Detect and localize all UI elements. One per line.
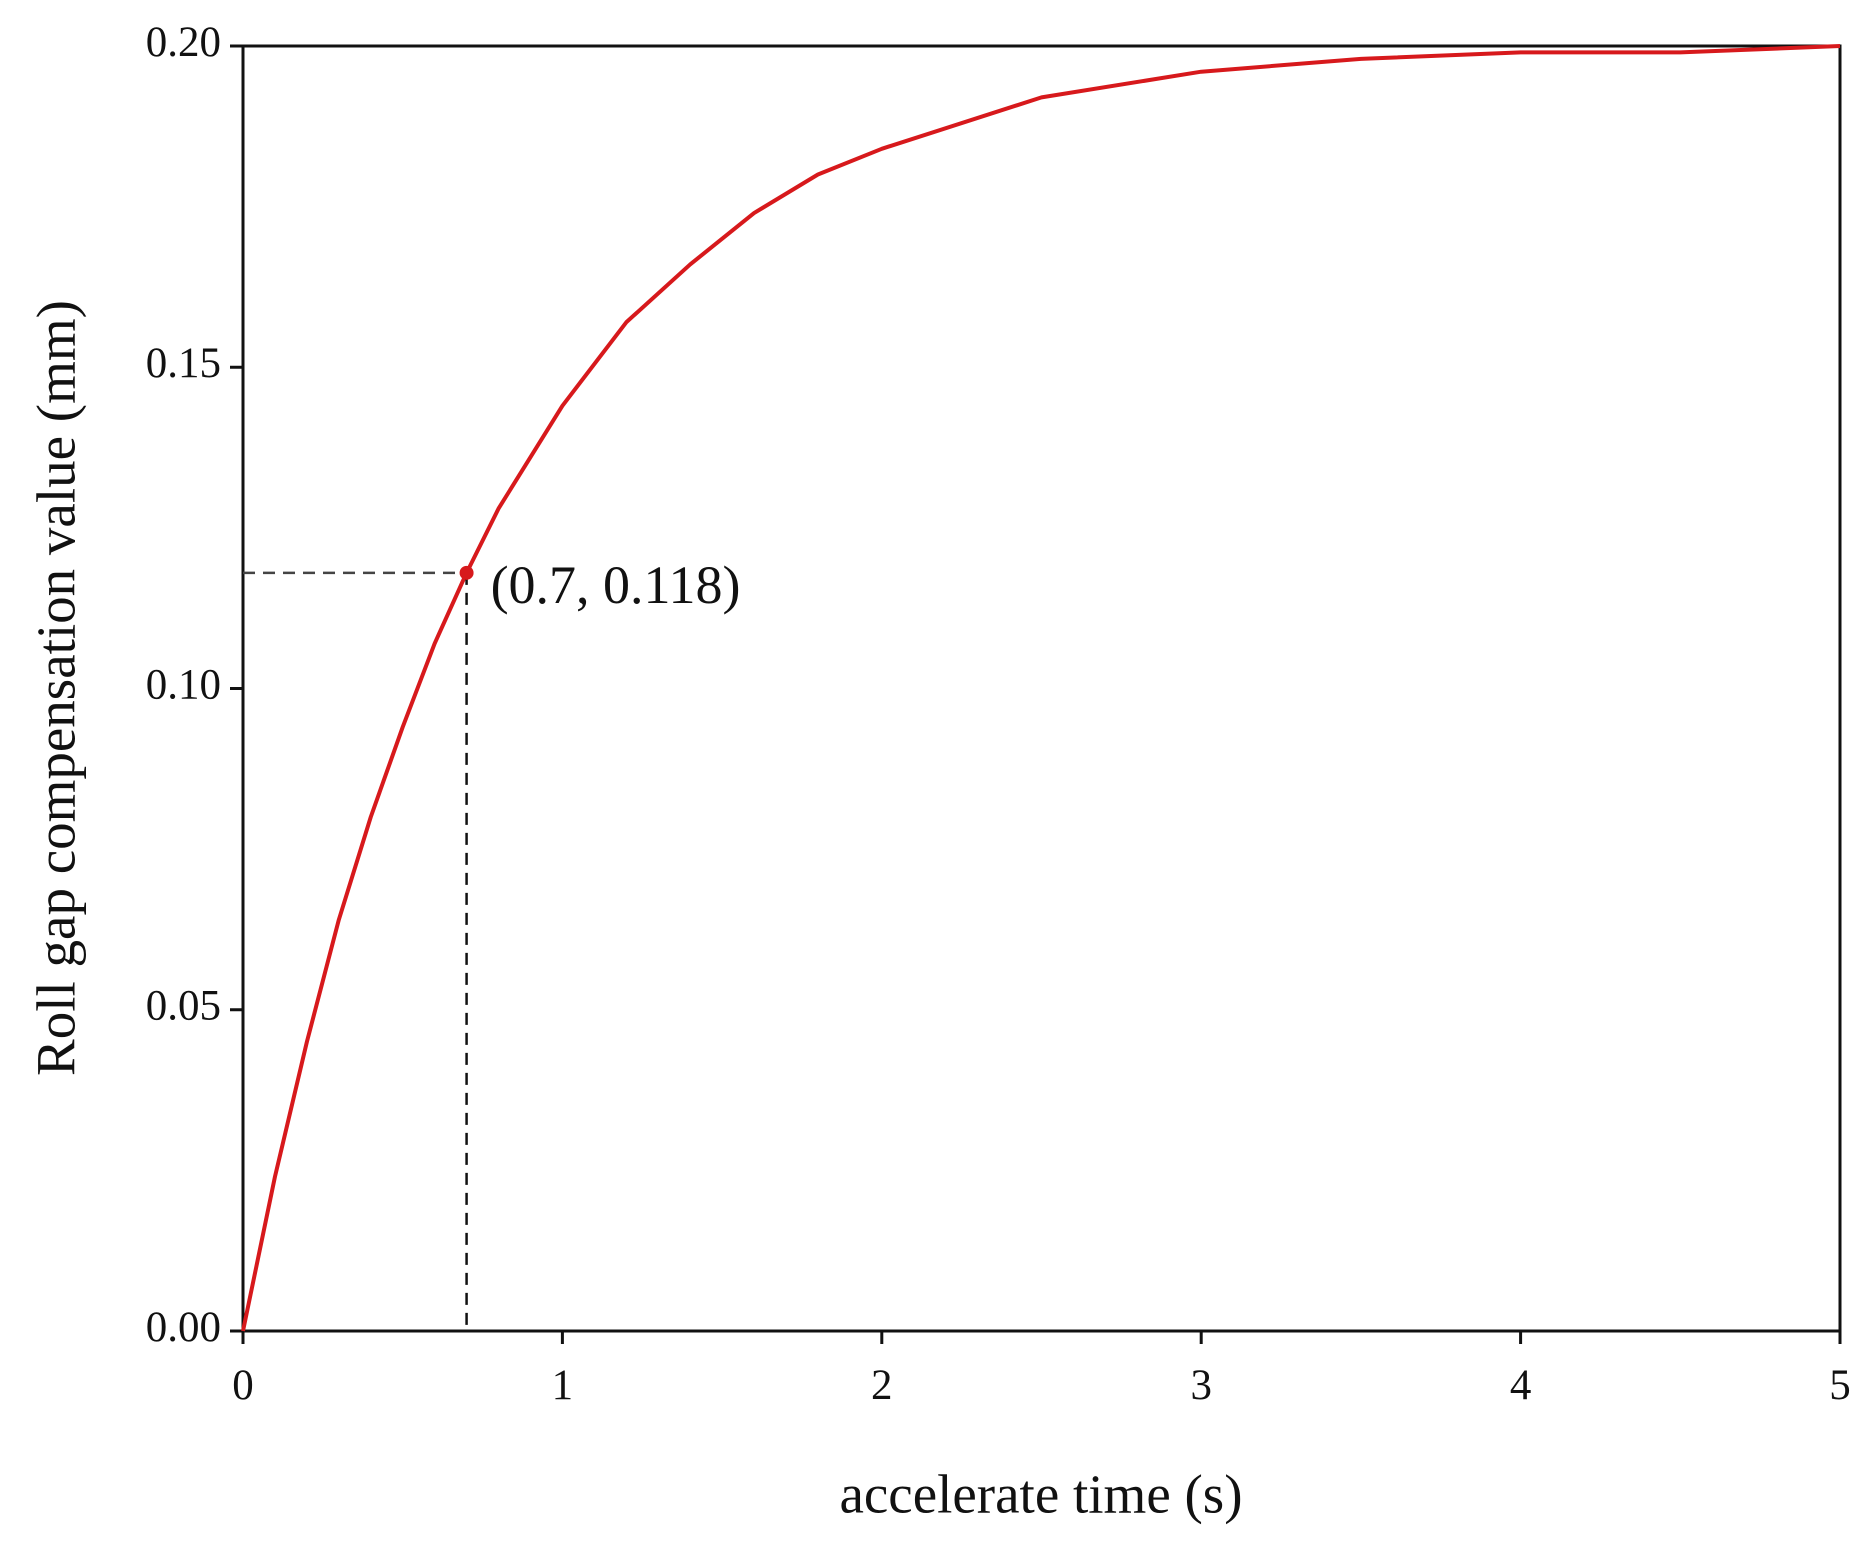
y-axis-label: Roll gap compensation value (mm) <box>26 300 87 1076</box>
y-tick-label: 0.20 <box>146 19 221 66</box>
x-tick-label: 5 <box>1829 1362 1851 1409</box>
plot-frame <box>241 44 1842 1333</box>
y-tick-label: 0.10 <box>146 661 221 708</box>
annotation-label: (0.7, 0.118) <box>491 555 741 615</box>
x-tick-label: 4 <box>1510 1362 1532 1409</box>
x-tick-label: 0 <box>232 1362 254 1409</box>
y-tick-label: 0.05 <box>146 983 221 1030</box>
x-tick-label: 2 <box>871 1362 893 1409</box>
y-tick-label: 0.00 <box>146 1304 221 1351</box>
x-tick-label: 1 <box>552 1362 574 1409</box>
x-axis-label: accelerate time (s) <box>839 1464 1242 1525</box>
data-line <box>241 44 1841 1332</box>
y-tick-label: 0.15 <box>146 340 221 387</box>
x-tick-label: 3 <box>1190 1362 1212 1409</box>
annotation-point <box>459 565 474 580</box>
